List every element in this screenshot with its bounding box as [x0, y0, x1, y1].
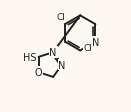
- Text: N: N: [49, 48, 57, 58]
- Text: HS: HS: [23, 52, 36, 62]
- Text: Cl: Cl: [56, 13, 65, 22]
- Text: Cl: Cl: [84, 43, 92, 52]
- Text: N: N: [92, 37, 99, 47]
- Text: N: N: [58, 60, 66, 70]
- Text: O: O: [35, 68, 42, 78]
